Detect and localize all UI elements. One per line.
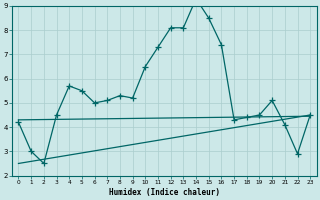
X-axis label: Humidex (Indice chaleur): Humidex (Indice chaleur) xyxy=(109,188,220,197)
